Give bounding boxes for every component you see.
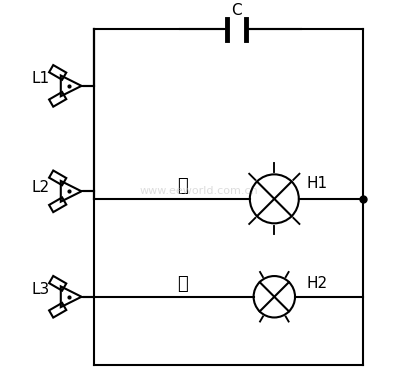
- Text: C: C: [231, 3, 242, 18]
- Text: L3: L3: [32, 282, 50, 297]
- Text: L1: L1: [32, 71, 50, 86]
- Text: 亮: 亮: [177, 177, 187, 195]
- Text: H1: H1: [306, 176, 328, 191]
- Text: 暗: 暗: [177, 275, 187, 293]
- Text: L2: L2: [32, 180, 50, 195]
- Text: www.eeworld.com.cn: www.eeworld.com.cn: [140, 186, 258, 196]
- Text: H2: H2: [306, 276, 328, 291]
